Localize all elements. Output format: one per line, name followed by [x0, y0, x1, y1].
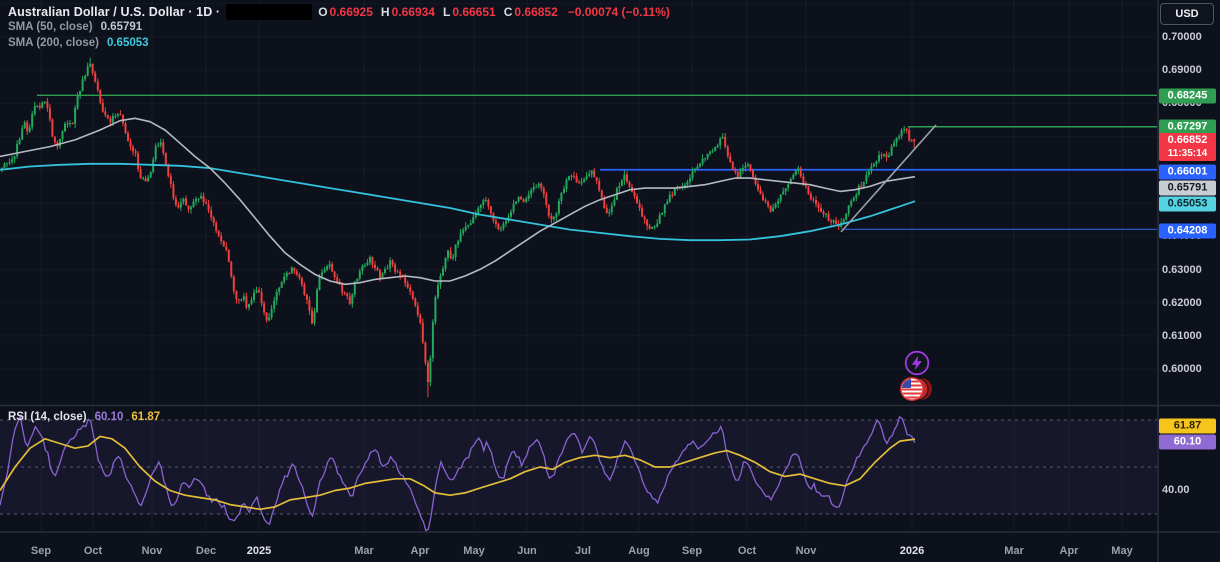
currency-toggle-button[interactable]: USD [1160, 3, 1214, 25]
ohlc-high-label: H [380, 5, 390, 19]
time-axis-label[interactable]: Nov [795, 545, 817, 557]
price-badge: 0.68245 [1159, 88, 1216, 104]
price-tick: 0.63000 [1162, 264, 1202, 276]
sma50-label: SMA (50, close) [8, 21, 93, 33]
time-axis-label[interactable]: Mar [1004, 545, 1024, 557]
lightning-bubble-icon[interactable] [903, 349, 931, 377]
time-axis-label[interactable]: Jun [517, 545, 537, 557]
price-badge: 0.66852 11:35:14 [1159, 133, 1216, 161]
price-tick: 0.62000 [1162, 297, 1202, 309]
ohlc-values: O 0.66925 H 0.66934 L 0.66651 C 0.66852 −0.0… [318, 5, 670, 19]
time-axis-label[interactable]: Jul [575, 545, 591, 557]
ohlc-open-label: O [318, 5, 328, 19]
rsi-label: RSI (14, close) [8, 411, 87, 423]
ohlc-close-label: C [503, 5, 513, 19]
redacted-box [226, 4, 313, 20]
time-axis-label[interactable]: Apr [1059, 545, 1079, 557]
rsi-badge: 61.87 [1159, 418, 1216, 434]
price-tick: 0.60000 [1162, 363, 1202, 375]
ohlc-change-value: −0.00074 (−0.11%) [567, 5, 670, 19]
rsi-value: 60.10 [94, 411, 124, 423]
price-tick: 0.70000 [1162, 31, 1202, 43]
lightning-bolt [911, 355, 922, 371]
time-axis-label[interactable]: Oct [737, 545, 757, 557]
time-axis-label[interactable]: Aug [628, 545, 650, 557]
symbol-title[interactable]: Australian Dollar / U.S. Dollar · 1D · [8, 5, 221, 19]
sma50-value: 0.65791 [100, 21, 143, 33]
time-axis-label[interactable]: May [1111, 545, 1133, 557]
ohlc-close-value: 0.66852 [514, 5, 558, 19]
rsi-ma-value: 61.87 [131, 411, 161, 423]
ohlc-open-value: 0.66925 [329, 5, 373, 19]
time-axis-label[interactable]: Mar [354, 545, 374, 557]
sma200-label: SMA (200, close) [8, 37, 99, 49]
legend-sma200[interactable]: SMA (200, close) 0.65053 [8, 37, 149, 49]
sma200-value: 0.65053 [106, 37, 149, 49]
legend-sma50[interactable]: SMA (50, close) 0.65791 [8, 21, 142, 33]
rsi-tick: 40.00 [1162, 484, 1190, 496]
price-tick: 0.69000 [1162, 64, 1202, 76]
legend-rsi[interactable]: RSI (14, close) 60.10 61.87 [8, 411, 160, 423]
time-axis-label[interactable]: Sep [30, 545, 52, 557]
price-badge: 0.64208 [1159, 223, 1216, 239]
rsi-badge: 60.10 [1159, 434, 1216, 450]
time-axis-label[interactable]: Sep [681, 545, 703, 557]
ohlc-low-label: L [442, 5, 451, 19]
time-axis-label[interactable]: Apr [410, 545, 430, 557]
time-axis-label[interactable]: Dec [195, 545, 217, 557]
symbol-header: Australian Dollar / U.S. Dollar · 1D · O… [8, 4, 670, 20]
price-tick: 0.61000 [1162, 330, 1202, 342]
price-badge: 0.67297 [1159, 119, 1216, 135]
time-axis-label[interactable]: 2025 [246, 545, 272, 557]
us-flag-stripes [901, 379, 923, 399]
price-badge: 0.65791 [1159, 180, 1216, 196]
price-badge: 0.66001 [1159, 164, 1216, 180]
time-axis-label[interactable]: May [463, 545, 485, 557]
time-axis-label[interactable]: Oct [83, 545, 103, 557]
flag-bubbles-icon[interactable] [899, 375, 935, 403]
price-badge: 0.65053 [1159, 196, 1216, 212]
time-axis-label[interactable]: Nov [141, 545, 163, 557]
ohlc-high-value: 0.66934 [391, 5, 435, 19]
ohlc-low-value: 0.66651 [452, 5, 496, 19]
time-axis-label[interactable]: 2026 [899, 545, 925, 557]
